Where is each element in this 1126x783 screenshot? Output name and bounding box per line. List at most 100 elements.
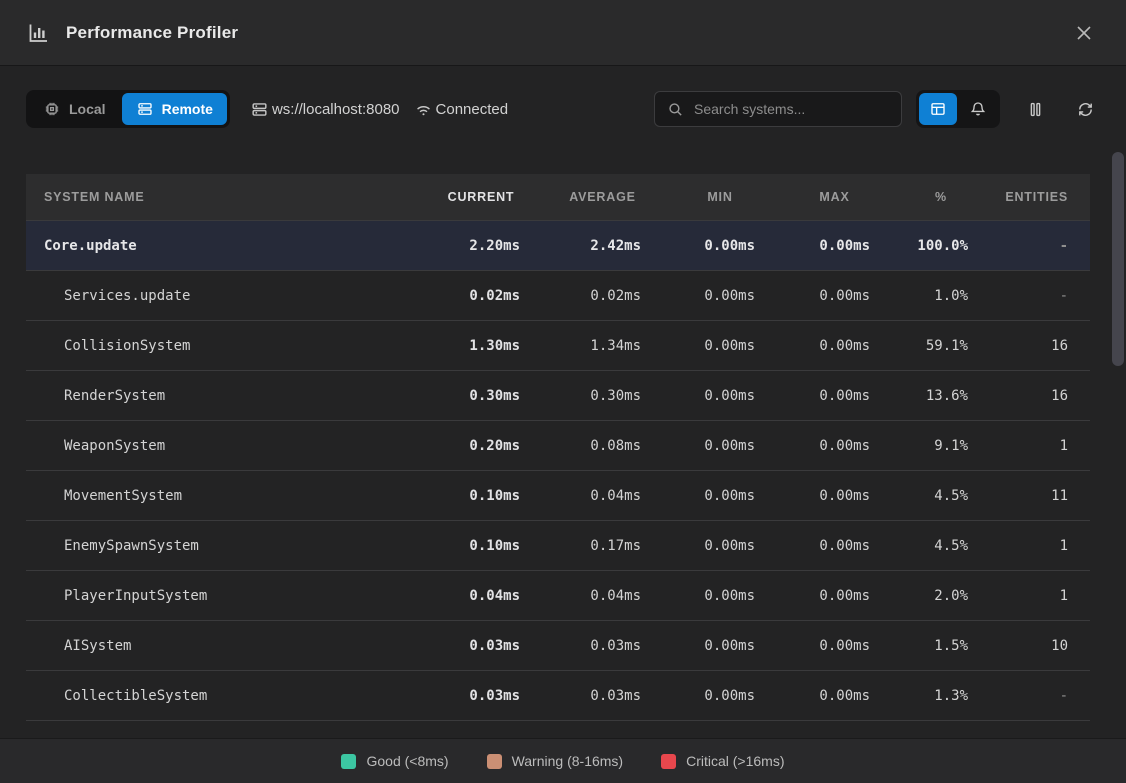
average-cell: 0.17ms xyxy=(542,538,663,554)
entities-cell: - xyxy=(990,288,1090,304)
percent-cell: 9.1% xyxy=(892,438,990,454)
bar-chart-icon xyxy=(26,21,50,45)
min-cell: 0.00ms xyxy=(663,338,777,354)
system-name-cell: Services.update xyxy=(26,288,420,304)
table-row[interactable]: Services.update 0.02ms 0.02ms 0.00ms 0.0… xyxy=(26,270,1090,320)
max-cell: 0.00ms xyxy=(777,338,892,354)
current-cell: 0.03ms xyxy=(420,638,542,654)
percent-cell: 1.0% xyxy=(892,288,990,304)
min-cell: 0.00ms xyxy=(663,638,777,654)
table-view-button[interactable] xyxy=(919,93,957,125)
alerts-button[interactable] xyxy=(959,93,997,125)
cpu-icon xyxy=(43,100,61,118)
min-cell: 0.00ms xyxy=(663,488,777,504)
average-cell: 1.34ms xyxy=(542,338,663,354)
table-row[interactable]: MovementSystem 0.10ms 0.04ms 0.00ms 0.00… xyxy=(26,470,1090,520)
legend-item: Critical (>16ms) xyxy=(661,753,784,769)
refresh-icon xyxy=(1076,100,1095,119)
entities-cell: 1 xyxy=(990,538,1090,554)
average-cell: 2.42ms xyxy=(542,238,663,254)
pause-icon xyxy=(1026,100,1045,119)
mode-toggle-group: Local Remote xyxy=(26,90,230,128)
systems-table: SYSTEM NAME CURRENT AVERAGE MIN MAX % EN… xyxy=(26,174,1090,721)
table-header-row: SYSTEM NAME CURRENT AVERAGE MIN MAX % EN… xyxy=(26,174,1090,220)
average-cell: 0.08ms xyxy=(542,438,663,454)
wifi-icon xyxy=(414,100,433,119)
current-cell: 0.03ms xyxy=(420,688,542,704)
current-cell: 0.10ms xyxy=(420,488,542,504)
legend-item: Good (<8ms) xyxy=(341,753,448,769)
legend-item: Warning (8-16ms) xyxy=(487,753,624,769)
legend-swatch xyxy=(487,754,502,769)
table-row[interactable]: Core.update 2.20ms 2.42ms 0.00ms 0.00ms … xyxy=(26,220,1090,270)
system-name-cell: AISystem xyxy=(26,638,420,654)
table-row[interactable]: PlayerInputSystem 0.04ms 0.04ms 0.00ms 0… xyxy=(26,570,1090,620)
local-mode-button[interactable]: Local xyxy=(29,93,120,125)
percent-cell: 4.5% xyxy=(892,538,990,554)
current-cell: 2.20ms xyxy=(420,238,542,254)
entities-cell: 10 xyxy=(990,638,1090,654)
legend-label: Critical (>16ms) xyxy=(686,753,784,769)
average-cell: 0.02ms xyxy=(542,288,663,304)
average-cell: 0.03ms xyxy=(542,638,663,654)
min-cell: 0.00ms xyxy=(663,288,777,304)
entities-cell: - xyxy=(990,688,1090,704)
min-cell: 0.00ms xyxy=(663,538,777,554)
pause-button[interactable] xyxy=(1020,93,1050,125)
legend-swatch xyxy=(341,754,356,769)
current-cell: 0.02ms xyxy=(420,288,542,304)
legend-label: Warning (8-16ms) xyxy=(512,753,624,769)
percent-cell: 13.6% xyxy=(892,388,990,404)
legend-label: Good (<8ms) xyxy=(366,753,448,769)
table-row[interactable]: RenderSystem 0.30ms 0.30ms 0.00ms 0.00ms… xyxy=(26,370,1090,420)
remote-mode-button[interactable]: Remote xyxy=(122,93,227,125)
server-icon xyxy=(250,100,269,119)
scrollbar-track[interactable] xyxy=(1112,150,1124,737)
page-title: Performance Profiler xyxy=(66,23,238,43)
legend-footer: Good (<8ms) Warning (8-16ms) Critical (>… xyxy=(0,738,1126,783)
max-cell: 0.00ms xyxy=(777,588,892,604)
average-cell: 0.03ms xyxy=(542,688,663,704)
table-row[interactable]: CollisionSystem 1.30ms 1.34ms 0.00ms 0.0… xyxy=(26,320,1090,370)
column-header-entities: ENTITIES xyxy=(990,190,1090,204)
system-name-cell: WeaponSystem xyxy=(26,438,420,454)
min-cell: 0.00ms xyxy=(663,388,777,404)
system-name-cell: PlayerInputSystem xyxy=(26,588,420,604)
table-row[interactable]: EnemySpawnSystem 0.10ms 0.17ms 0.00ms 0.… xyxy=(26,520,1090,570)
max-cell: 0.00ms xyxy=(777,538,892,554)
connection-url: ws://localhost:8080 xyxy=(250,100,400,119)
percent-cell: 4.5% xyxy=(892,488,990,504)
table-container: SYSTEM NAME CURRENT AVERAGE MIN MAX % EN… xyxy=(0,146,1126,721)
system-name-cell: MovementSystem xyxy=(26,488,420,504)
server-icon xyxy=(136,100,154,118)
current-cell: 0.10ms xyxy=(420,538,542,554)
max-cell: 0.00ms xyxy=(777,238,892,254)
table-row[interactable]: WeaponSystem 0.20ms 0.08ms 0.00ms 0.00ms… xyxy=(26,420,1090,470)
close-button[interactable] xyxy=(1068,17,1100,49)
average-cell: 0.30ms xyxy=(542,388,663,404)
system-name-cell: CollectibleSystem xyxy=(26,688,420,704)
search-box xyxy=(654,91,902,127)
max-cell: 0.00ms xyxy=(777,438,892,454)
remote-mode-label: Remote xyxy=(162,101,213,117)
table-row[interactable]: AISystem 0.03ms 0.03ms 0.00ms 0.00ms 1.5… xyxy=(26,620,1090,670)
entities-cell: 11 xyxy=(990,488,1090,504)
table-row[interactable]: CollectibleSystem 0.03ms 0.03ms 0.00ms 0… xyxy=(26,670,1090,720)
max-cell: 0.00ms xyxy=(777,288,892,304)
min-cell: 0.00ms xyxy=(663,688,777,704)
toolbar: Local Remote xyxy=(0,66,1126,146)
search-input[interactable] xyxy=(694,101,889,117)
entities-cell: 16 xyxy=(990,388,1090,404)
percent-cell: 59.1% xyxy=(892,338,990,354)
column-header-system-name: SYSTEM NAME xyxy=(26,190,420,204)
column-header-max: MAX xyxy=(777,190,892,204)
min-cell: 0.00ms xyxy=(663,438,777,454)
entities-cell: 1 xyxy=(990,588,1090,604)
column-header-average: AVERAGE xyxy=(542,190,663,204)
scrollbar-thumb[interactable] xyxy=(1112,152,1124,366)
table-view-icon xyxy=(929,100,947,118)
connection-status-text: Connected xyxy=(436,101,509,118)
system-name-cell: EnemySpawnSystem xyxy=(26,538,420,554)
column-header-min: MIN xyxy=(663,190,777,204)
refresh-button[interactable] xyxy=(1070,93,1100,125)
